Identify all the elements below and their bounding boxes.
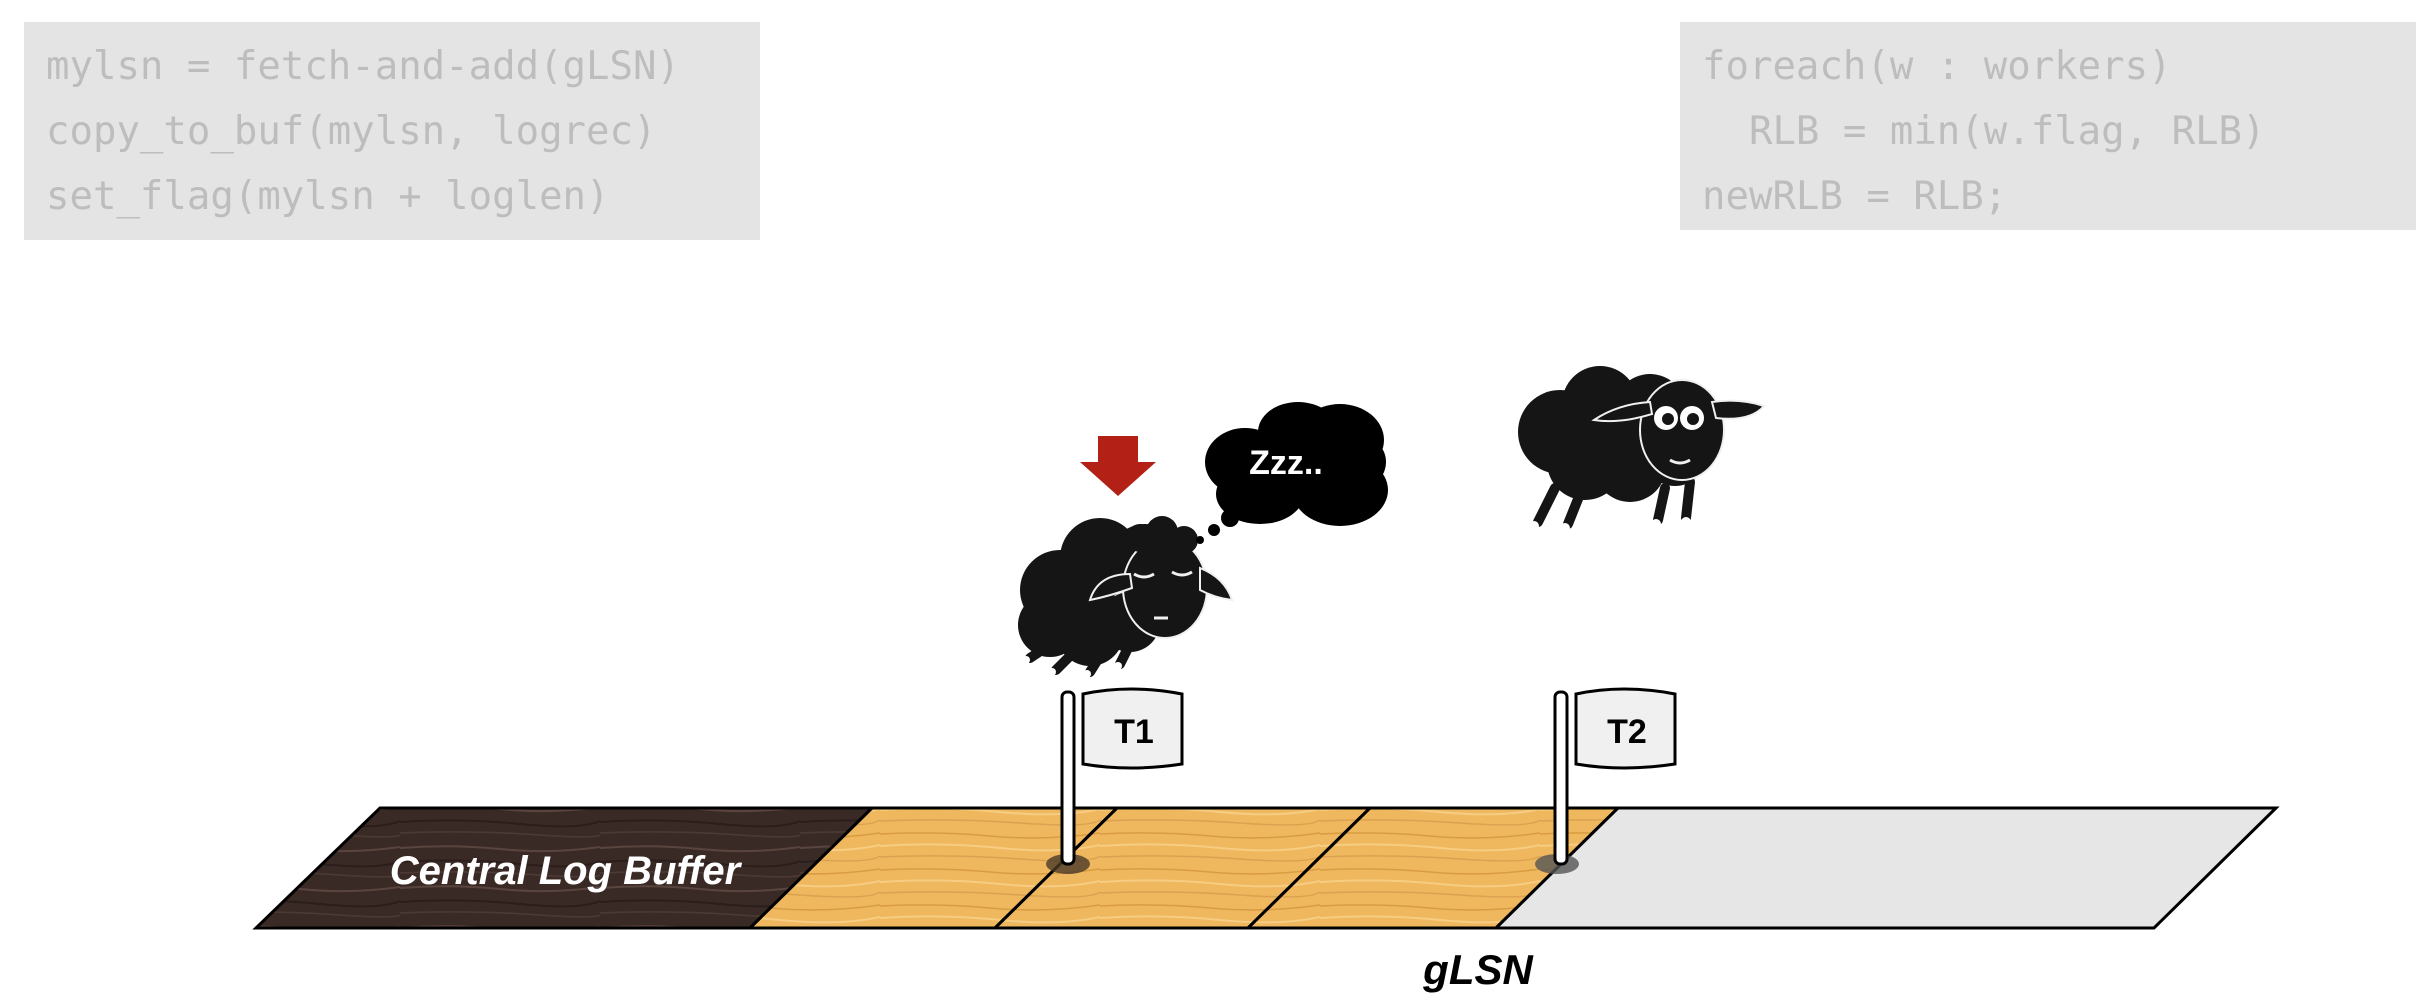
flag-t2: T2 — [1535, 687, 1677, 874]
buffer-free-segment — [1492, 806, 2280, 930]
buffer-label: Central Log Buffer — [390, 849, 743, 893]
code-line: newRLB = RLB; — [1702, 174, 2008, 219]
code-line: copy_to_buf(mylsn, logrec) — [46, 109, 657, 154]
code-line: RLB = min(w.flag, RLB) — [1702, 109, 2266, 154]
code-line: set_flag(mylsn + loglen) — [46, 174, 610, 219]
flusher-code-block: foreach(w : workers) RLB = min(w.flag, R… — [1680, 22, 2416, 230]
sleeping-sheep-icon — [1018, 516, 1234, 678]
thought-bubble: Zzz.. — [1196, 402, 1388, 544]
flag-label: T1 — [1114, 713, 1154, 751]
flag-t1: T1 — [1046, 687, 1184, 874]
glsn-label: gLSN — [1422, 946, 1534, 993]
down-arrow-icon — [1080, 436, 1156, 496]
worker-code-block: mylsn = fetch-and-add(gLSN) copy_to_buf(… — [24, 22, 760, 240]
thought-text: Zzz.. — [1249, 444, 1323, 482]
flag-label: T2 — [1607, 713, 1647, 751]
code-line: foreach(w : workers) — [1702, 44, 2172, 89]
jumping-sheep-icon — [1518, 366, 1766, 533]
code-line: mylsn = fetch-and-add(gLSN) — [46, 44, 680, 89]
